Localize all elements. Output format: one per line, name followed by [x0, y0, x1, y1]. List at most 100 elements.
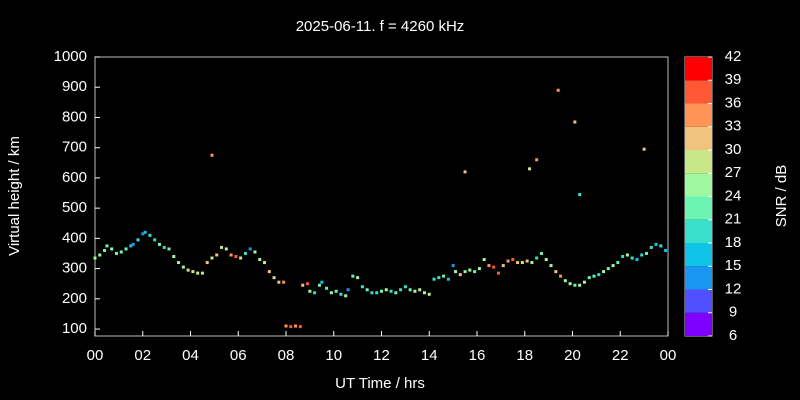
y-axis-label: Virtual height / km [6, 136, 23, 256]
colorbar-tick-label: 24 [725, 187, 742, 204]
data-point [437, 276, 441, 280]
data-point [516, 261, 520, 265]
data-point [511, 258, 515, 262]
data-point [210, 256, 214, 260]
colorbar-band [685, 289, 712, 313]
data-point [248, 247, 252, 251]
data-point [422, 291, 426, 295]
data-point [114, 251, 118, 255]
data-point [573, 283, 577, 287]
data-point [148, 233, 152, 237]
data-point [267, 270, 271, 274]
data-point [442, 274, 446, 278]
data-point [210, 153, 214, 157]
data-point [162, 245, 166, 249]
data-point [473, 270, 477, 274]
data-point [129, 244, 133, 248]
x-tick-label: 20 [564, 347, 581, 364]
data-point [568, 282, 572, 286]
data-point [530, 261, 534, 265]
colorbar-band [685, 312, 712, 336]
y-tick-label: 700 [62, 139, 87, 156]
y-tick-label: 400 [62, 229, 87, 246]
x-tick-label: 06 [230, 347, 247, 364]
data-point [418, 288, 422, 292]
colorbar-band [685, 126, 712, 150]
data-point [592, 274, 596, 278]
data-point [384, 288, 388, 292]
data-point [554, 270, 558, 274]
colorbar-tick-label: 21 [725, 211, 742, 228]
colorbar-tick-label: 9 [729, 304, 737, 321]
x-tick-label: 14 [421, 347, 438, 364]
data-point [463, 170, 467, 174]
data-point [463, 270, 467, 274]
data-point [205, 261, 209, 265]
data-point [308, 289, 312, 293]
colorbar-tick-label: 6 [729, 327, 737, 344]
data-point [215, 253, 219, 257]
data-point [451, 264, 455, 268]
data-point [301, 283, 305, 287]
data-point [320, 280, 324, 284]
data-point [427, 292, 431, 296]
colorbar-tick-label: 27 [725, 164, 742, 181]
x-tick-label: 10 [325, 347, 342, 364]
data-point [298, 325, 302, 329]
y-tick-label: 300 [62, 260, 87, 277]
colorbar-tick-label: 18 [725, 234, 742, 251]
data-point [487, 264, 491, 268]
data-point [621, 255, 625, 259]
data-point [654, 242, 658, 246]
data-point [578, 283, 582, 287]
y-tick-label: 900 [62, 78, 87, 95]
x-axis-label: UT Time / hrs [335, 375, 425, 392]
data-point [528, 167, 532, 171]
data-point [289, 325, 293, 329]
data-point [167, 247, 171, 251]
data-point [477, 267, 481, 271]
x-tick-label: 02 [134, 347, 151, 364]
data-point [334, 289, 338, 293]
data-point [630, 256, 634, 260]
colorbar-band [685, 103, 712, 127]
data-point [360, 285, 364, 289]
data-point [501, 264, 505, 268]
data-point [549, 264, 553, 268]
data-point [582, 280, 586, 284]
data-point [611, 264, 615, 268]
data-point [229, 253, 233, 257]
data-point [606, 267, 610, 271]
data-point [399, 288, 403, 292]
data-point [544, 258, 548, 262]
data-point [200, 271, 204, 275]
data-point [525, 259, 529, 263]
x-tick-label: 12 [373, 347, 390, 364]
data-point [380, 289, 383, 293]
data-point [329, 291, 333, 295]
colorbar-tick-label: 42 [725, 48, 742, 65]
data-point [664, 248, 668, 252]
data-point [191, 270, 195, 274]
data-point [356, 276, 360, 280]
data-point [370, 291, 374, 295]
y-tick-label: 1000 [54, 48, 87, 65]
data-point [220, 245, 224, 249]
colorbar-tick-label: 15 [725, 257, 742, 274]
data-point [172, 255, 176, 259]
data-point [365, 288, 369, 292]
data-point [640, 253, 644, 257]
data-point [294, 324, 298, 328]
data-point [496, 271, 500, 275]
data-point [258, 258, 262, 262]
data-point [492, 265, 496, 269]
data-point [659, 244, 663, 248]
data-point [535, 158, 539, 162]
data-point [645, 251, 649, 255]
data-point [556, 88, 560, 92]
data-point [520, 261, 524, 265]
x-tick-label: 22 [612, 347, 629, 364]
data-point [413, 289, 417, 293]
data-point [344, 294, 348, 298]
